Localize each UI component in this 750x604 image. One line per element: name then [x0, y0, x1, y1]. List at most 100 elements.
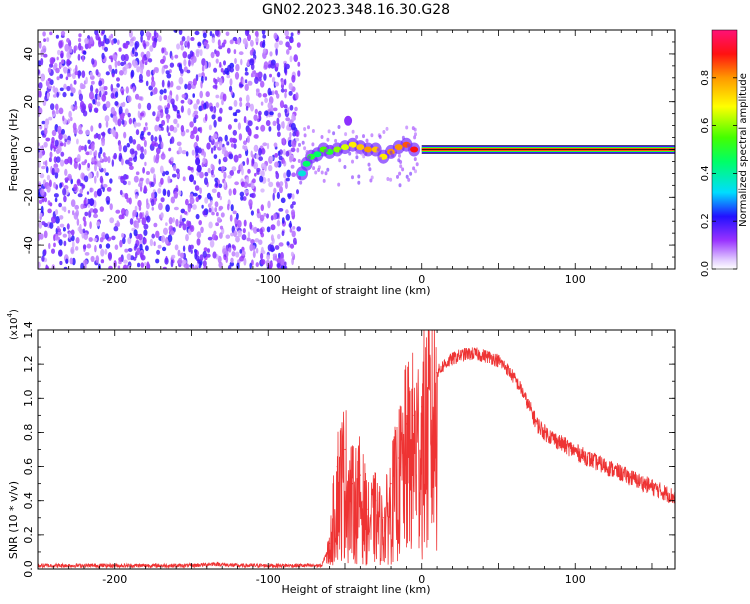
- noise-cell: [78, 42, 82, 51]
- noise-cell: [47, 85, 53, 89]
- noise-cell: [189, 225, 195, 232]
- noise-cell: [196, 164, 202, 173]
- noise-cell: [40, 58, 44, 66]
- transition-point: [348, 141, 357, 148]
- noise-cell: [94, 150, 98, 157]
- noise-cell: [103, 156, 108, 163]
- noise-cell: [75, 237, 80, 244]
- noise-cell: [250, 183, 255, 190]
- noise-cell: [215, 94, 220, 99]
- noise-cell: [204, 61, 208, 70]
- noise-cell: [193, 192, 198, 197]
- noise-cell: [232, 129, 237, 136]
- noise-cell: [173, 187, 179, 193]
- noise-cell: [67, 156, 73, 164]
- noise-cell: [214, 78, 218, 85]
- snr-y-label: SNR (10 * v/v): [7, 481, 20, 559]
- noise-cell: [110, 106, 116, 115]
- noise-cell: [280, 258, 285, 266]
- noise-cell: [49, 31, 53, 36]
- noise-cell: [242, 196, 247, 201]
- noise-cell: [51, 167, 55, 176]
- noise-cell: [201, 204, 204, 209]
- noise-cell: [60, 159, 65, 167]
- noise-cell: [272, 192, 275, 201]
- noise-cell: [196, 98, 200, 105]
- noise-cell: [176, 43, 181, 50]
- snr-series: [38, 330, 675, 569]
- noise-cell: [175, 94, 179, 102]
- noise-cell: [252, 178, 256, 184]
- noise-cell: [143, 223, 149, 230]
- transition-point: [311, 142, 315, 147]
- noise-cell: [118, 175, 121, 180]
- noise-cell: [232, 36, 238, 42]
- noise-cell: [129, 40, 134, 47]
- noise-cell: [139, 177, 144, 182]
- noise-cell: [38, 82, 43, 89]
- noise-cell: [287, 193, 292, 200]
- noise-cell: [83, 220, 87, 227]
- noise-cell: [230, 90, 233, 96]
- noise-cell: [38, 90, 41, 98]
- noise-cell: [122, 237, 126, 245]
- noise-cell: [145, 122, 148, 127]
- noise-cell: [211, 188, 217, 194]
- noise-cell: [102, 152, 106, 158]
- noise-cell: [219, 77, 223, 86]
- noise-cell: [85, 129, 90, 136]
- noise-cell: [63, 206, 67, 213]
- noise-cell: [293, 237, 297, 245]
- noise-cell: [287, 121, 291, 129]
- noise-cell: [167, 234, 173, 243]
- noise-cell: [47, 67, 52, 74]
- snr-point: [390, 483, 392, 485]
- noise-cell: [59, 182, 62, 189]
- snr-y-scale-exp: 4: [6, 312, 14, 317]
- noise-cell: [260, 188, 265, 193]
- noise-cell: [239, 101, 243, 108]
- noise-cell: [134, 42, 138, 50]
- noise-cell: [72, 122, 77, 131]
- y-tick-label: 1.0: [22, 390, 35, 408]
- noise-cell: [259, 228, 263, 235]
- noise-cell: [146, 215, 151, 223]
- noise-cell: [163, 227, 168, 235]
- transition-point: [332, 131, 336, 136]
- noise-cell: [145, 210, 149, 217]
- noise-cell: [146, 102, 152, 111]
- noise-cell: [63, 266, 68, 269]
- noise-cell: [255, 126, 259, 131]
- noise-cell: [275, 62, 280, 68]
- transition-point: [398, 183, 402, 188]
- noise-cell: [186, 35, 190, 43]
- noise-cell: [291, 201, 296, 206]
- noise-cell: [233, 49, 237, 55]
- noise-cell: [121, 213, 125, 219]
- noise-cell: [182, 217, 186, 222]
- noise-cell: [228, 247, 232, 253]
- noise-cell: [68, 48, 73, 53]
- noise-cell: [84, 144, 87, 152]
- transition-point: [412, 166, 416, 171]
- noise-cell: [89, 198, 95, 207]
- noise-cell: [155, 116, 160, 122]
- noise-cell: [53, 182, 57, 189]
- noise-cell: [289, 243, 295, 249]
- noise-cell: [110, 33, 114, 39]
- noise-cell: [101, 52, 105, 60]
- transition-point: [399, 160, 403, 164]
- noise-cell: [51, 248, 55, 254]
- noise-cell: [157, 105, 162, 111]
- noise-cell: [100, 248, 105, 257]
- noise-cell: [126, 95, 132, 103]
- noise-cell: [104, 248, 108, 255]
- noise-cell: [285, 177, 290, 182]
- noise-cell: [183, 263, 189, 269]
- transition-point: [398, 153, 401, 158]
- noise-cell: [55, 156, 61, 163]
- noise-cell: [45, 160, 48, 167]
- transition-point: [320, 170, 324, 175]
